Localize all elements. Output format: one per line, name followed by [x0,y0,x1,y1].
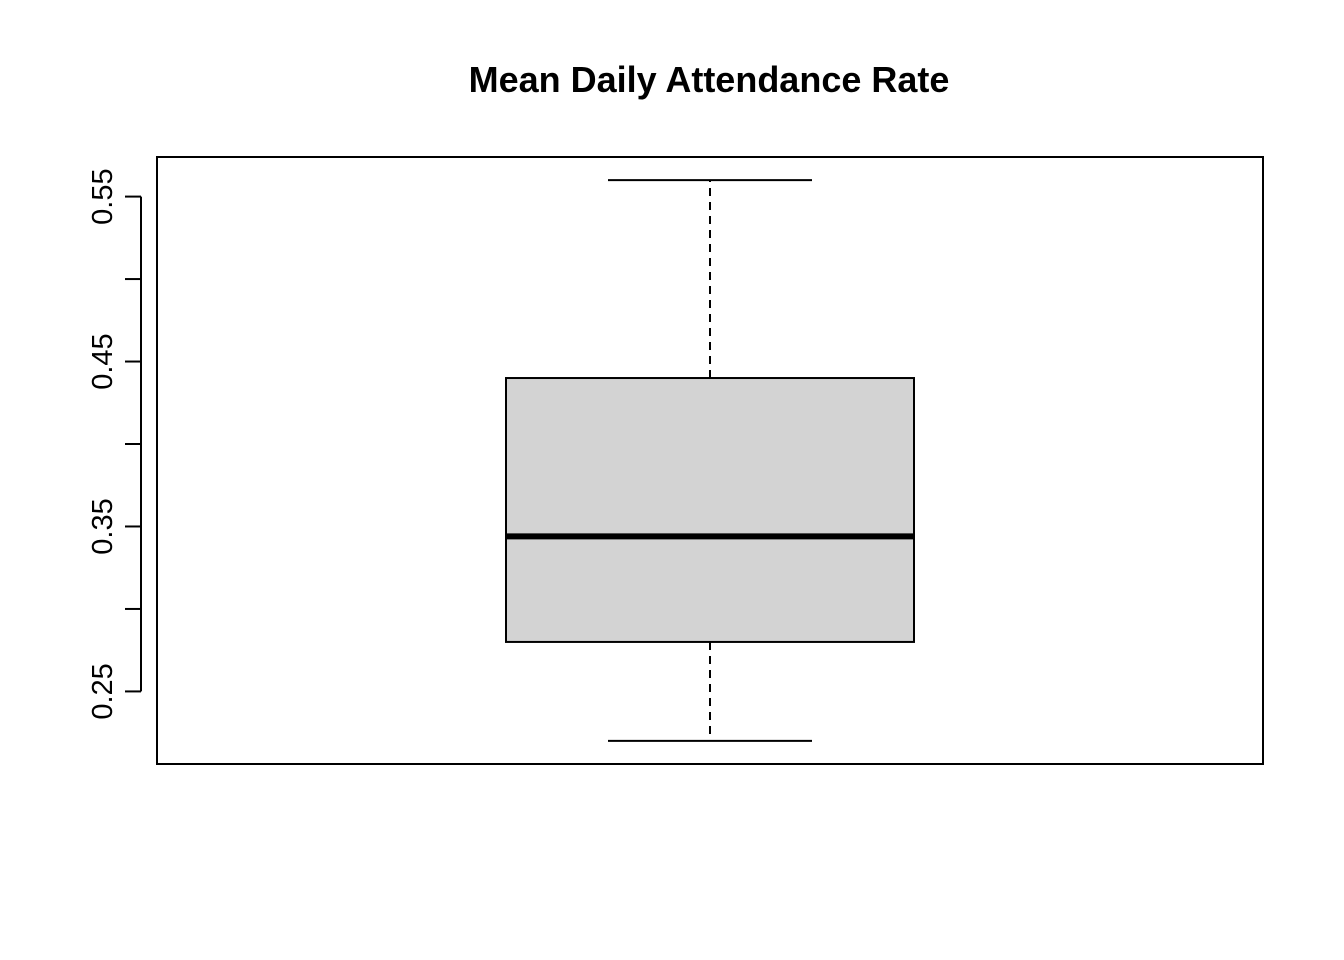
y-tick-label: 0.45 [87,333,119,389]
interquartile-box [505,377,915,643]
plot-frame [156,156,1264,765]
y-tick-label: 0.55 [87,168,119,224]
y-tick-label: 0.25 [87,663,119,719]
y-axis: 0.25 0.35 0.45 0.55 [87,168,142,720]
y-tick-label: 0.35 [87,498,119,554]
chart-title: Mean Daily Attendance Rate [469,59,950,100]
box-element [505,179,915,742]
